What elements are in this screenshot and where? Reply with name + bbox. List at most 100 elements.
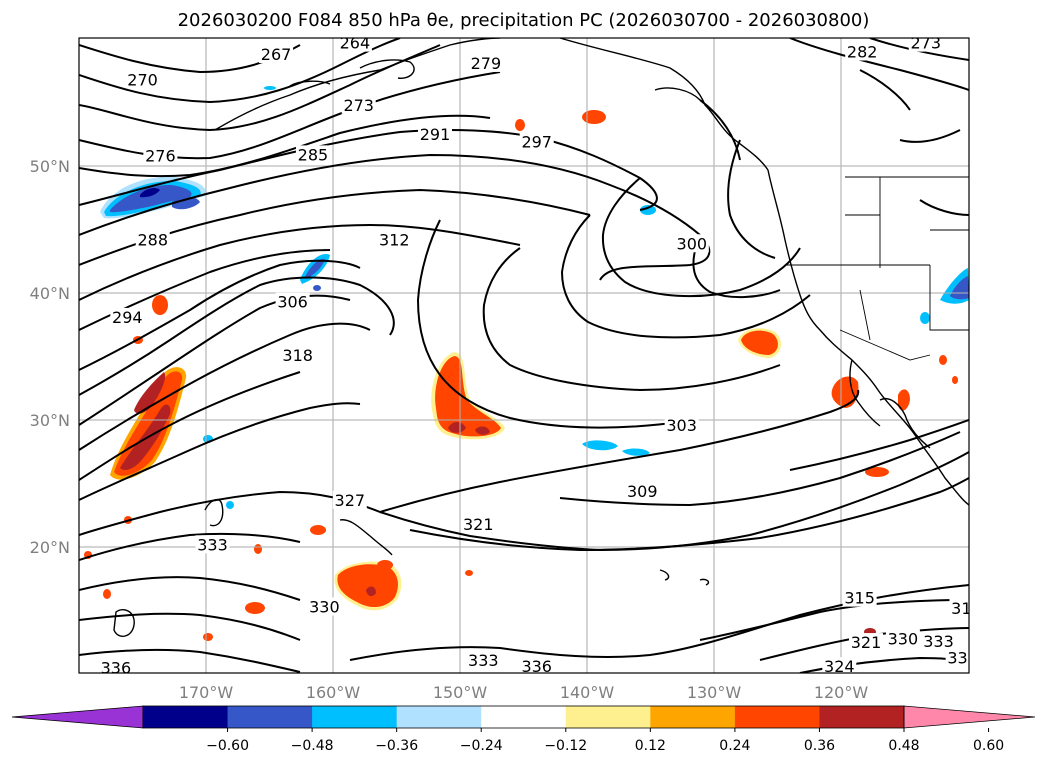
contour-label-bg bbox=[337, 38, 372, 52]
colorbar-tick-label: −0.24 bbox=[460, 738, 503, 754]
contour-label: 327 bbox=[335, 491, 366, 510]
precip-area-west-pacific-band bbox=[110, 295, 187, 480]
contour-label: 282 bbox=[847, 43, 878, 62]
lat-label: 30°N bbox=[30, 411, 70, 430]
contour-label-bg bbox=[625, 481, 660, 500]
contour-label: 336 bbox=[947, 648, 978, 667]
precip-area-hawaii-red bbox=[84, 516, 473, 641]
contour-label: 324 bbox=[824, 657, 855, 676]
contour-label: 333 bbox=[468, 651, 499, 670]
contour-label-bg bbox=[885, 629, 920, 648]
contour-label-bg bbox=[307, 597, 342, 616]
contour-label: 309 bbox=[627, 482, 658, 501]
colorbar-bin bbox=[481, 706, 567, 728]
contour-label: 315 bbox=[844, 589, 875, 608]
contour-label: 303 bbox=[666, 416, 697, 435]
colorbar-tick-label: 0.36 bbox=[804, 738, 835, 754]
contour-label-bg bbox=[259, 45, 294, 64]
precip-area-california-red bbox=[515, 110, 782, 358]
colorbar-frame bbox=[142, 705, 905, 729]
contour-label: 306 bbox=[277, 293, 308, 312]
lon-label: 120°W bbox=[814, 683, 869, 702]
contour-label-bg bbox=[98, 658, 133, 673]
contour-label: 279 bbox=[471, 54, 502, 73]
colorbar-bin bbox=[819, 706, 905, 728]
contour-label: 336 bbox=[101, 658, 132, 677]
contour-label-bg bbox=[664, 415, 699, 434]
lon-label: 170°W bbox=[179, 683, 234, 702]
contour-label-bg bbox=[295, 145, 330, 164]
contour-label-bg bbox=[461, 514, 496, 533]
contour-label: 336 bbox=[521, 657, 552, 676]
colorbar-tick-label: −0.36 bbox=[375, 738, 418, 754]
colorbar-bin bbox=[227, 706, 313, 728]
precip-area-mid-pacific-red bbox=[431, 352, 505, 440]
contour-label-bg bbox=[275, 292, 310, 311]
contour-label-bg bbox=[135, 230, 170, 249]
colorbar-extend-low bbox=[11, 705, 144, 729]
colorbar-extend-high bbox=[903, 705, 1036, 729]
country-borders bbox=[785, 176, 969, 361]
precip-area-bering-blue bbox=[100, 176, 206, 219]
contour-label: 273 bbox=[910, 34, 941, 53]
contour-label-bg bbox=[468, 53, 503, 72]
contour-label: 270 bbox=[127, 70, 158, 89]
contour-label-bg bbox=[849, 633, 884, 652]
contour-label: 318 bbox=[282, 346, 313, 365]
contour-label: 321 bbox=[851, 633, 882, 652]
map-frame bbox=[78, 37, 970, 674]
contour-label-bg bbox=[822, 657, 857, 673]
contour-label: 276 bbox=[145, 147, 176, 166]
contour-label: 297 bbox=[521, 133, 552, 152]
colorbar-tick-label: −0.12 bbox=[544, 738, 587, 754]
contour-label-bg bbox=[418, 125, 452, 144]
map-title: 2026030200 F084 850 hPa θe, precipitatio… bbox=[177, 10, 870, 31]
lon-label: 150°W bbox=[433, 683, 488, 702]
lon-label: 130°W bbox=[687, 683, 742, 702]
contour-label-bg bbox=[908, 38, 943, 52]
contour-label-bg bbox=[921, 631, 956, 650]
contour-label-bg bbox=[143, 146, 178, 165]
contour-label: 300 bbox=[677, 234, 708, 253]
contour-label-bg bbox=[195, 535, 230, 554]
lon-label: 160°W bbox=[306, 683, 361, 702]
contour-label: 294 bbox=[112, 308, 143, 327]
precip-area-subtropic-blue bbox=[203, 435, 650, 509]
colorbar-bin bbox=[312, 706, 398, 728]
contour-label: 318 bbox=[951, 599, 982, 618]
colorbar-tick-label: −0.48 bbox=[291, 738, 334, 754]
contour-label: 330 bbox=[309, 598, 340, 617]
colorbar: −0.60 −0.48 −0.36 −0.24 −0.12 0.12 0.24 0.36 0.4… bbox=[11, 705, 1036, 754]
contour-label-bg bbox=[332, 490, 367, 509]
lat-label: 20°N bbox=[30, 538, 70, 557]
contour-label-bg bbox=[842, 588, 877, 607]
contour-label-bg bbox=[845, 42, 880, 61]
contour-label-bg bbox=[466, 650, 501, 669]
colorbar-bin bbox=[565, 706, 651, 728]
contour-label-bg bbox=[110, 307, 145, 326]
contour-label-bg bbox=[519, 132, 554, 151]
contour-label-bg bbox=[377, 230, 412, 249]
contour-label: 291 bbox=[420, 125, 451, 144]
colorbar-bin bbox=[143, 706, 229, 728]
contour-label-bg bbox=[341, 95, 376, 114]
colorbar-bin bbox=[396, 706, 482, 728]
colorbar-bin bbox=[650, 706, 736, 728]
contour-label: 312 bbox=[379, 230, 410, 249]
lat-label: 50°N bbox=[30, 157, 70, 176]
contour-label: 333 bbox=[197, 535, 228, 554]
contour-label: 285 bbox=[298, 145, 329, 164]
contour-label-bg bbox=[945, 648, 969, 667]
contour-label-bg bbox=[125, 70, 160, 89]
contour-label-bg bbox=[280, 346, 315, 365]
lat-label: 40°N bbox=[30, 284, 70, 303]
contour-label-bg bbox=[949, 598, 969, 617]
colorbar-tick-label: 0.24 bbox=[719, 738, 750, 754]
contour-labels: 270 267 264 279 273 276 285 291 297 282 273 288 312 3… bbox=[98, 34, 982, 677]
contour-label: 330 bbox=[888, 629, 919, 648]
contour-label: 267 bbox=[261, 45, 292, 64]
contour-label-bg bbox=[519, 657, 554, 673]
colorbar-tick-label: 0.12 bbox=[635, 738, 666, 754]
lon-label: 140°W bbox=[560, 683, 615, 702]
